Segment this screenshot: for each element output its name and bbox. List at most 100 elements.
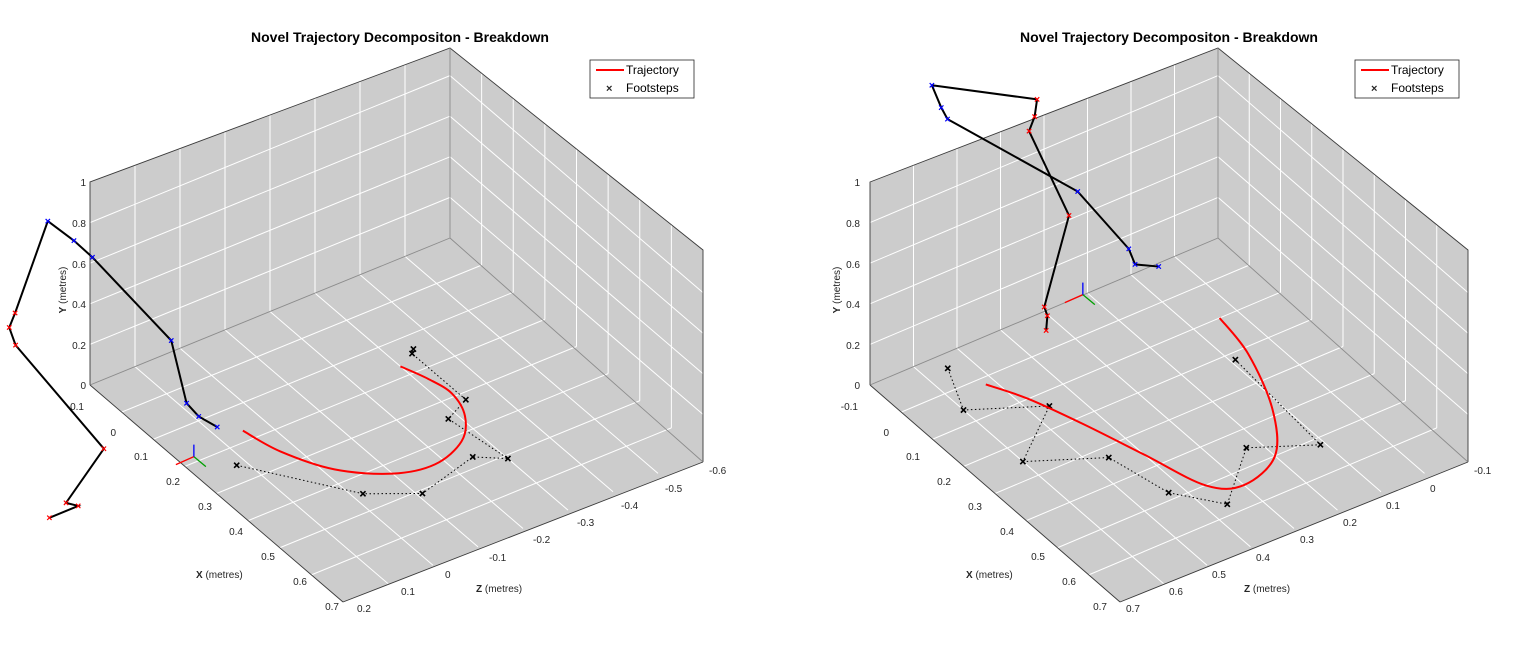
skeleton-right-joint: [929, 82, 935, 88]
skeleton-right-joint: [196, 413, 202, 420]
legend-footsteps-label: Footsteps: [1391, 81, 1444, 95]
grid-line: [1043, 311, 1295, 529]
grid-line: [89, 196, 451, 345]
z-tick: -0.1: [489, 553, 507, 564]
y-tick: 0.4: [846, 300, 860, 311]
box-edges-left: [89, 47, 704, 603]
skeleton-left-joint: [1043, 327, 1049, 334]
plot-right-marks: [929, 82, 1324, 508]
skeleton-left-joint: [63, 500, 69, 506]
skeleton-left-joint: [1066, 212, 1072, 219]
grid-line: [89, 156, 451, 305]
legend-right: Trajectory × Footsteps: [1354, 59, 1460, 99]
x-tick: 0.3: [968, 502, 982, 513]
skeleton-left-joint: [6, 324, 12, 331]
x-tick: 0.3: [198, 502, 212, 513]
x-tick: 0.6: [1062, 577, 1076, 588]
x-tick: 0.2: [166, 477, 180, 488]
skeleton-left-joint: [12, 342, 19, 348]
x-tick: 0.1: [134, 452, 148, 463]
footstep-marker: [1232, 356, 1239, 363]
x-tick: -0.1: [841, 402, 859, 413]
footstep-marker: [408, 350, 416, 357]
y-tick: 0.2: [72, 341, 86, 352]
z-tick: -0.5: [665, 484, 683, 495]
grid-line: [869, 156, 1219, 305]
x-ticks-right: -0.1 0 0.1 0.2 0.3 0.4 0.5 0.6 0.7: [841, 402, 1108, 613]
footstep-marker: [462, 396, 469, 403]
frame-x-axis: [175, 456, 195, 466]
grid-line: [869, 115, 1219, 264]
y-ticks-right: 0 0.2 0.4 0.6 0.8 1: [846, 178, 860, 392]
y-axis-label-left: Y (metres): [58, 267, 69, 314]
footstep-marker: [944, 365, 951, 372]
grid-line: [314, 292, 569, 511]
legend-footsteps-swatch: ×: [606, 83, 612, 95]
footstep-marker: [1105, 454, 1112, 461]
z-ticks-right: 0.7 0.6 0.5 0.4 0.3 0.2 0.1 0 -0.1: [1126, 466, 1492, 615]
skeleton-right-joint: [938, 104, 944, 111]
z-tick: -0.4: [621, 501, 639, 512]
x-axis-label-left: X (metres): [196, 570, 243, 581]
skeleton-right-joint: [45, 218, 51, 224]
grid-line: [913, 366, 1164, 585]
legend-footsteps-swatch: ×: [1371, 83, 1377, 95]
grid-line: [134, 366, 389, 585]
x-tick: -0.1: [67, 402, 85, 413]
grid-line: [269, 311, 524, 529]
x-tick: 0.6: [293, 577, 307, 588]
footstep-marker: [1019, 458, 1027, 465]
legend-box: [589, 59, 695, 99]
skeleton-left-joint: [75, 503, 81, 509]
skeleton-right-joint: [168, 337, 174, 344]
x-axis-label-right: X (metres): [966, 570, 1013, 581]
legend-trajectory-label: Trajectory: [626, 63, 679, 77]
z-axis-label-right: Z (metres): [1244, 584, 1290, 595]
grid-line: [1130, 274, 1382, 493]
y-tick: 0.4: [72, 300, 86, 311]
y-tick: 0.8: [72, 219, 86, 230]
trajectory-line: [985, 317, 1279, 490]
grid-line: [179, 347, 434, 566]
legend-left: Trajectory × Footsteps: [589, 59, 695, 99]
grid-line: [404, 255, 659, 474]
x-tick: 0: [883, 428, 889, 439]
grid-line: [89, 115, 451, 264]
footstep-marker: [445, 415, 452, 423]
footstep-marker: [1165, 489, 1172, 496]
skeleton-top-bar: [931, 84, 1038, 101]
skeleton-left-joint: [101, 446, 107, 452]
grid-line: [1087, 292, 1338, 511]
skeleton-left-joint: [1044, 313, 1050, 319]
z-tick: 0.1: [401, 587, 415, 598]
footstep-marker: [233, 462, 240, 469]
y-tick: 0.6: [72, 260, 86, 271]
z-tick: 0.2: [357, 604, 371, 615]
footstep-marker: [469, 453, 476, 461]
x-tick: 0.4: [1000, 527, 1014, 538]
footstep-marker: [960, 406, 967, 414]
plot-right: Novel Trajectory Decompositon - Breakdow…: [832, 29, 1492, 615]
z-tick: 0.5: [1212, 570, 1226, 581]
legend-trajectory-label: Trajectory: [1391, 63, 1444, 77]
footstep-path: [236, 348, 510, 495]
x-tick: 0.7: [325, 602, 339, 613]
plot-left: Novel Trajectory Decompositon - Breakdow…: [6, 29, 727, 615]
plot-left-title: Novel Trajectory Decompositon - Breakdow…: [251, 29, 549, 45]
grid-left: [89, 53, 704, 585]
skeleton-right-joint: [183, 400, 190, 406]
skeleton-left-joint: [46, 515, 53, 521]
skeleton-right-joint: [71, 238, 77, 244]
z-tick: 0.4: [1256, 553, 1270, 564]
z-ticks-left: 0.2 0.1 0 -0.1 -0.2 -0.3 -0.4 -0.5 -0.6: [357, 466, 727, 615]
z-tick: 0: [445, 570, 451, 581]
skeleton-left-joint: [1026, 128, 1032, 134]
frame-z-axis: [1082, 294, 1096, 306]
y-tick: 1: [80, 178, 86, 189]
skeleton-right-joint: [1132, 261, 1138, 268]
skeleton-left-joint: [1034, 96, 1040, 103]
z-tick: -0.2: [533, 535, 551, 546]
legend-box: [1354, 59, 1460, 99]
y-tick: 0.8: [846, 219, 860, 230]
skeleton-right-joint: [214, 424, 220, 430]
